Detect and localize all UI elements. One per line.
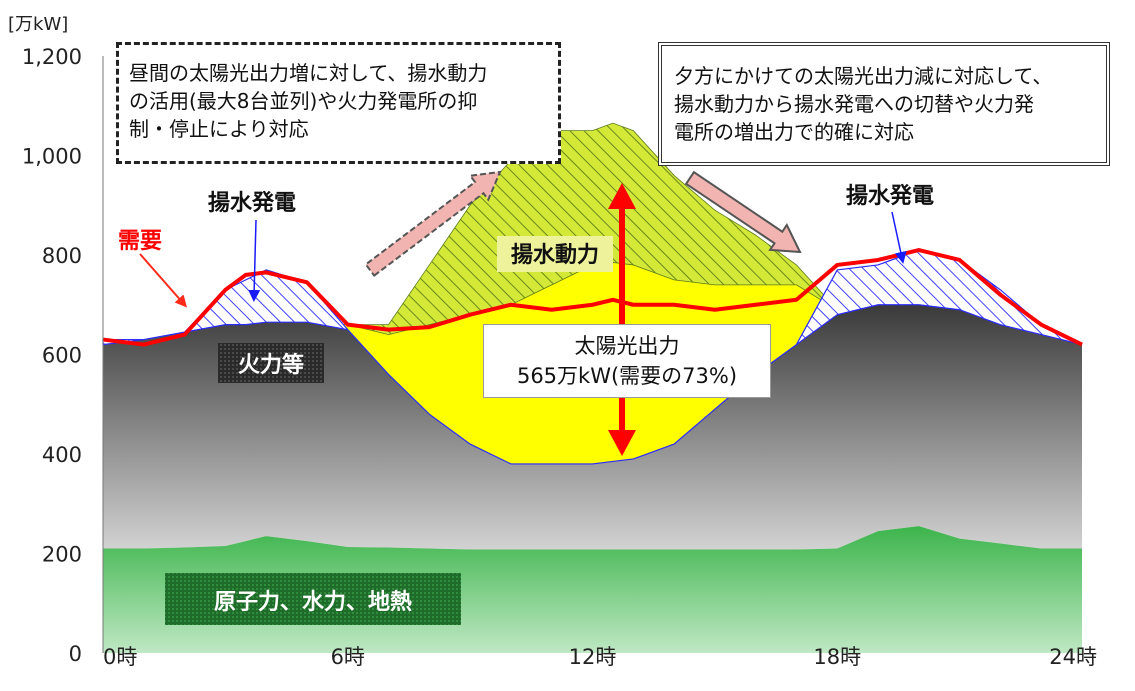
y-tick-label: 600 xyxy=(42,344,82,368)
y-tick-label: 400 xyxy=(42,443,82,467)
y-tick-label: 0 xyxy=(69,642,82,666)
label-demand: 需要 xyxy=(118,229,162,254)
x-tick-label: 12時 xyxy=(569,645,617,669)
solar-peak-annotation: 太陽光出力 565万kW(需要の73%) xyxy=(483,324,771,398)
pointer-demand xyxy=(139,253,187,308)
label-pumped-storage-generation-morning: 揚水発電 xyxy=(208,190,296,216)
pumped-power-label-bg xyxy=(497,236,613,272)
x-tick-label: 24時 xyxy=(1049,645,1097,669)
solar-span-arrowhead-bottom xyxy=(608,430,636,456)
x-tick-label: 0時 xyxy=(103,645,137,669)
y-tick-label: 200 xyxy=(42,543,82,567)
solar-peak-text: 太陽光出力 565万kW(需要の73%) xyxy=(516,334,738,388)
y-axis-unit: [万kW] xyxy=(8,14,68,35)
solar-span-arrowhead-top xyxy=(608,183,636,209)
series-area-pumped-storage-generation xyxy=(102,249,1083,465)
base-label-bg xyxy=(165,573,461,625)
y-tick-label: 1,000 xyxy=(22,145,82,169)
callout-evening-response: 夕方にかけての太陽光出力減に対応して、 揚水動力から揚水発電への切替や火力発 電… xyxy=(658,42,1110,166)
series-area-thermal xyxy=(103,304,1082,550)
x-tick-label: 6時 xyxy=(331,645,365,669)
x-tick-label: 18時 xyxy=(813,645,861,669)
pointer-evening-generation xyxy=(891,211,907,264)
label-pumped-storage-generation-evening: 揚水発電 xyxy=(846,183,934,209)
y-tick-label: 800 xyxy=(42,244,82,268)
label-pumped-storage-power: 揚水動力 xyxy=(511,242,599,268)
label-nuclear-hydro-geothermal: 原子力、水力、地熱 xyxy=(214,589,412,615)
thermal-label-bg xyxy=(218,343,324,383)
callout-daytime-response: 昼間の太陽光出力増に対して、揚水動力 の活用(最大8台並列)や火力発電所の抑 制… xyxy=(116,42,561,164)
pointer-morning-generation xyxy=(248,219,261,302)
trend-arrow-solar-increase xyxy=(364,170,502,277)
label-thermal: 火力等 xyxy=(238,352,304,378)
trend-arrow-solar-decrease xyxy=(684,170,802,254)
y-tick-label: 1,200 xyxy=(22,45,82,69)
